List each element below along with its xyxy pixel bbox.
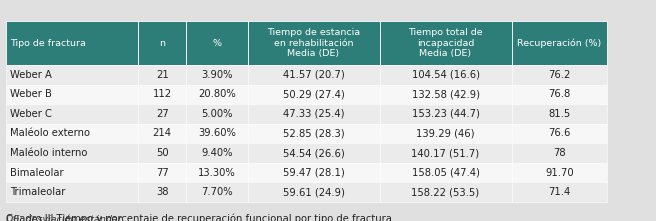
- Text: 139.29 (46): 139.29 (46): [417, 128, 475, 139]
- Bar: [380, 124, 512, 143]
- Bar: [6, 163, 138, 182]
- Bar: [512, 124, 607, 143]
- Bar: [247, 21, 380, 65]
- Bar: [138, 124, 186, 143]
- Bar: [186, 163, 247, 182]
- Text: 27: 27: [155, 109, 169, 119]
- Text: Recuperación (%): Recuperación (%): [517, 38, 602, 48]
- Text: Tiempo de estancia
en rehabilitación
Media (DE): Tiempo de estancia en rehabilitación Med…: [267, 28, 360, 58]
- Bar: [6, 143, 138, 163]
- Text: 91.70: 91.70: [545, 168, 573, 178]
- Bar: [186, 182, 247, 202]
- Bar: [380, 65, 512, 85]
- Text: 39.60%: 39.60%: [198, 128, 236, 139]
- Text: 140.17 (51.7): 140.17 (51.7): [411, 148, 480, 158]
- Bar: [247, 65, 380, 85]
- Bar: [186, 104, 247, 124]
- Bar: [6, 182, 138, 202]
- Bar: [247, 104, 380, 124]
- Text: 38: 38: [156, 187, 169, 197]
- Bar: [247, 163, 380, 182]
- Bar: [138, 163, 186, 182]
- Text: 7.70%: 7.70%: [201, 187, 233, 197]
- Text: 76.6: 76.6: [548, 128, 570, 139]
- Text: Cuadro III Tiempo y porcentaje de recuperación funcional por tipo de fractura: Cuadro III Tiempo y porcentaje de recupe…: [6, 214, 392, 221]
- Text: 77: 77: [155, 168, 169, 178]
- Text: Weber B: Weber B: [10, 89, 52, 99]
- Bar: [138, 182, 186, 202]
- Text: 104.54 (16.6): 104.54 (16.6): [411, 70, 480, 80]
- Text: 158.05 (47.4): 158.05 (47.4): [411, 168, 480, 178]
- Bar: [247, 182, 380, 202]
- Bar: [6, 65, 138, 85]
- Text: Maléolo externo: Maléolo externo: [10, 128, 90, 139]
- Bar: [512, 182, 607, 202]
- Text: %: %: [213, 38, 222, 48]
- Bar: [6, 85, 138, 104]
- Text: Weber A: Weber A: [10, 70, 52, 80]
- Text: 9.40%: 9.40%: [201, 148, 233, 158]
- Bar: [186, 143, 247, 163]
- Text: 50: 50: [156, 148, 169, 158]
- Text: Tipo de fractura: Tipo de fractura: [10, 38, 86, 48]
- Text: Trimaleolar: Trimaleolar: [10, 187, 66, 197]
- Text: 41.57 (20.7): 41.57 (20.7): [283, 70, 344, 80]
- Text: DE: desviación estándar: DE: desviación estándar: [6, 215, 121, 221]
- Text: 20.80%: 20.80%: [198, 89, 236, 99]
- Bar: [186, 124, 247, 143]
- Text: 158.22 (53.5): 158.22 (53.5): [411, 187, 480, 197]
- Text: 52.85 (28.3): 52.85 (28.3): [283, 128, 344, 139]
- Bar: [512, 143, 607, 163]
- Bar: [138, 85, 186, 104]
- Text: 5.00%: 5.00%: [201, 109, 233, 119]
- Bar: [512, 21, 607, 65]
- Bar: [247, 124, 380, 143]
- Bar: [186, 65, 247, 85]
- Text: Weber C: Weber C: [10, 109, 52, 119]
- Bar: [247, 143, 380, 163]
- Text: 59.61 (24.9): 59.61 (24.9): [283, 187, 344, 197]
- Text: 50.29 (27.4): 50.29 (27.4): [283, 89, 344, 99]
- Bar: [6, 21, 138, 65]
- Text: 76.2: 76.2: [548, 70, 570, 80]
- Text: 71.4: 71.4: [548, 187, 570, 197]
- Text: 112: 112: [153, 89, 172, 99]
- Bar: [186, 85, 247, 104]
- Text: 76.8: 76.8: [548, 89, 570, 99]
- Bar: [138, 65, 186, 85]
- Bar: [247, 85, 380, 104]
- Text: n: n: [159, 38, 165, 48]
- Text: 132.58 (42.9): 132.58 (42.9): [411, 89, 480, 99]
- Bar: [380, 182, 512, 202]
- Bar: [512, 85, 607, 104]
- Text: Maléolo interno: Maléolo interno: [10, 148, 87, 158]
- Bar: [6, 124, 138, 143]
- Text: 78: 78: [553, 148, 565, 158]
- Bar: [380, 85, 512, 104]
- Bar: [138, 104, 186, 124]
- Text: Bimaleolar: Bimaleolar: [10, 168, 64, 178]
- Bar: [512, 65, 607, 85]
- Bar: [6, 104, 138, 124]
- Text: Tiempo total de
incapacidad
Media (DE): Tiempo total de incapacidad Media (DE): [408, 28, 483, 58]
- Text: 21: 21: [155, 70, 169, 80]
- Text: 81.5: 81.5: [548, 109, 570, 119]
- Bar: [380, 143, 512, 163]
- Bar: [380, 21, 512, 65]
- Text: 214: 214: [153, 128, 172, 139]
- Bar: [138, 143, 186, 163]
- Text: 59.47 (28.1): 59.47 (28.1): [283, 168, 344, 178]
- Bar: [512, 104, 607, 124]
- Bar: [380, 163, 512, 182]
- Bar: [138, 21, 186, 65]
- Text: 13.30%: 13.30%: [198, 168, 236, 178]
- Text: 47.33 (25.4): 47.33 (25.4): [283, 109, 344, 119]
- Bar: [512, 163, 607, 182]
- Text: 54.54 (26.6): 54.54 (26.6): [283, 148, 344, 158]
- Text: 3.90%: 3.90%: [201, 70, 233, 80]
- Bar: [186, 21, 247, 65]
- Bar: [380, 104, 512, 124]
- Text: 153.23 (44.7): 153.23 (44.7): [411, 109, 480, 119]
